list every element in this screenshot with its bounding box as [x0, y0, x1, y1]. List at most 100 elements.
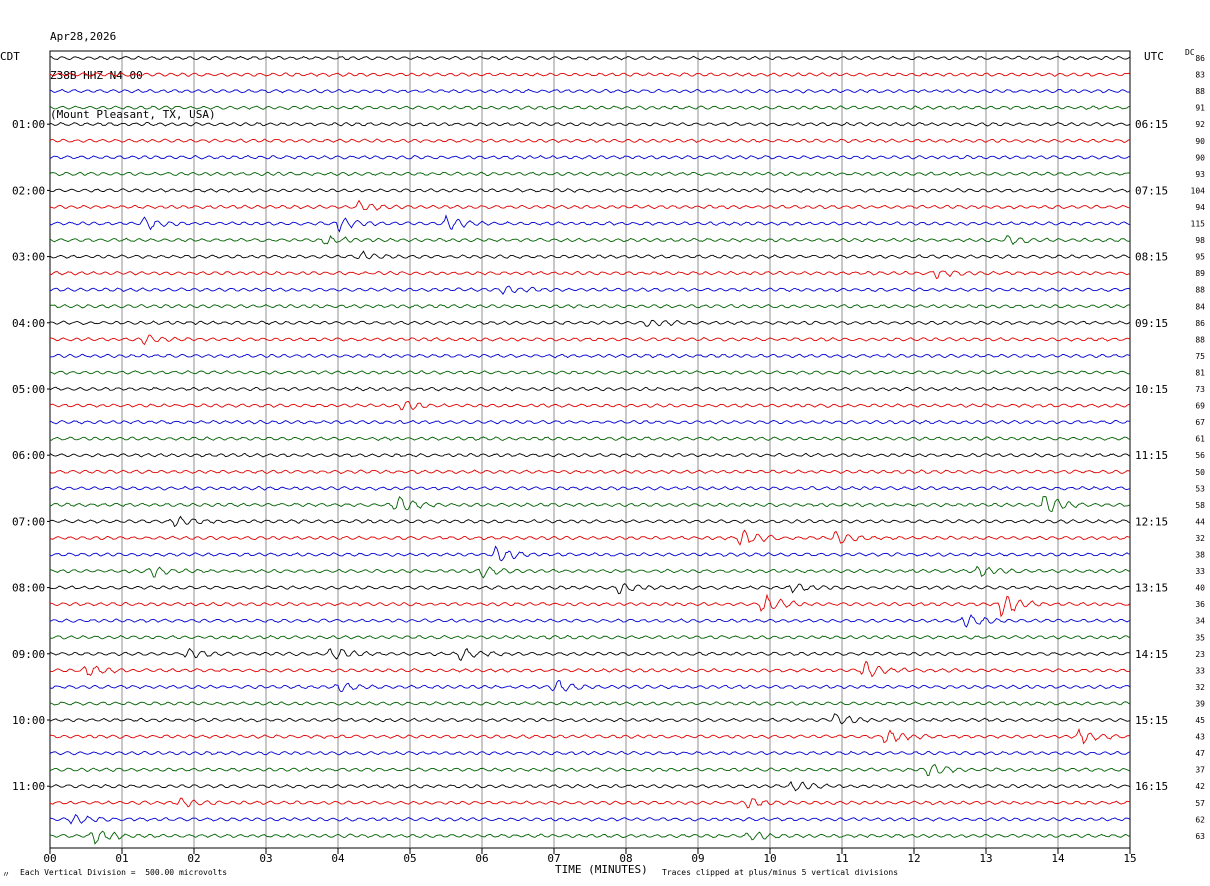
trace-line-45 [49, 797, 1131, 809]
x-tick-label: 08 [619, 852, 632, 865]
trace-line-23 [49, 436, 1131, 441]
right-timezone-label: UTC [1144, 50, 1164, 63]
dc-offset-value: 86 [1195, 54, 1205, 63]
trace-line-30 [49, 545, 1131, 562]
plot-frame [49, 50, 1131, 849]
dc-offset-value: 36 [1195, 600, 1205, 609]
clip-note: Traces clipped at plus/minus 5 vertical … [662, 868, 899, 877]
dc-offset-value: 56 [1195, 451, 1205, 460]
trace-line-4 [49, 121, 1131, 127]
trace-line-40 [49, 713, 1131, 725]
dc-offset-value: 35 [1195, 633, 1205, 642]
dc-offset-value: 57 [1195, 799, 1205, 808]
x-tick-label: 06 [475, 852, 488, 865]
trace-line-1 [49, 72, 1131, 77]
dc-offset-value: 93 [1195, 170, 1205, 179]
trace-line-17 [49, 334, 1131, 346]
dc-offset-value: 33 [1195, 666, 1205, 675]
time-labels: 01:00 02:00 03:00 04:00 05:00 06:00 07:00 08:00… [12, 118, 1168, 793]
x-tick-label: 05 [403, 852, 416, 865]
right-time-label: 09:15 [1135, 317, 1168, 330]
dc-offset-value: 34 [1195, 617, 1205, 626]
trace-line-36 [49, 647, 1131, 662]
left-time-label: 08:00 [12, 582, 45, 595]
dc-offset-value: 32 [1195, 534, 1205, 543]
header-location: (Mount Pleasant, TX, USA) [50, 108, 216, 121]
dc-offset-value: 90 [1195, 137, 1205, 146]
trace-line-47 [49, 830, 1131, 845]
dc-offset-value: 58 [1195, 501, 1205, 510]
dc-offset-value: 95 [1195, 253, 1205, 262]
dc-offset-labels: 86 83 88 91 92 90 90 93 104 94 115 98 95 89 88 84 86 88 75… [1191, 54, 1206, 841]
x-tick-label: 04 [331, 852, 345, 865]
x-tick-label: 00 [43, 852, 56, 865]
left-time-label: 10:00 [12, 714, 45, 727]
trace-line-41 [49, 728, 1131, 745]
x-tick-label: 13 [979, 852, 992, 865]
trace-line-2 [49, 88, 1131, 94]
dc-offset-value: 47 [1195, 749, 1205, 758]
trace-line-32 [49, 583, 1131, 595]
trace-line-0 [49, 55, 1131, 61]
trace-line-46 [49, 814, 1131, 825]
left-time-label: 02:00 [12, 184, 45, 197]
trace-line-5 [49, 138, 1131, 144]
dc-offset-value: 63 [1195, 832, 1205, 841]
plot-grid [49, 50, 1131, 849]
scale-note: Each Vertical Division = 500.00 microvol… [20, 868, 228, 877]
x-axis-title: TIME (MINUTES) [555, 863, 648, 876]
dc-offset-value: 40 [1195, 584, 1205, 593]
x-tick-label: 03 [259, 852, 272, 865]
trace-line-39 [49, 701, 1131, 706]
x-tick-label: 14 [1051, 852, 1065, 865]
left-time-label: 04:00 [12, 317, 45, 330]
dc-offset-value: 83 [1195, 71, 1205, 80]
right-time-label: 14:15 [1135, 648, 1168, 661]
trace-line-11 [49, 234, 1131, 246]
trace-line-8 [49, 188, 1131, 193]
header-date: Apr28,2026 [50, 30, 117, 43]
dc-offset-value: 88 [1195, 335, 1205, 344]
dc-offset-value: 81 [1195, 368, 1205, 377]
right-time-label: 15:15 [1135, 714, 1168, 727]
dc-offset-value: 88 [1195, 286, 1205, 295]
trace-line-21 [49, 400, 1131, 411]
dc-offset-value: 92 [1195, 120, 1205, 129]
left-time-label: 09:00 [12, 648, 45, 661]
dc-offset-value: 91 [1195, 104, 1205, 113]
dc-offset-value: 84 [1195, 302, 1205, 311]
trace-line-7 [49, 171, 1131, 177]
trace-line-14 [49, 285, 1131, 295]
trace-line-35 [49, 634, 1131, 640]
right-time-label: 16:15 [1135, 780, 1168, 793]
x-tick-label: 02 [187, 852, 200, 865]
trace-line-33 [49, 593, 1131, 618]
x-tick-label: 07 [547, 852, 560, 865]
dc-offset-value: 94 [1195, 203, 1205, 212]
trace-line-24 [49, 452, 1131, 458]
x-tick-label: 11 [835, 852, 848, 865]
dc-offset-value: 75 [1195, 352, 1205, 361]
dc-offset-value: 42 [1195, 782, 1205, 791]
left-time-label: 06:00 [12, 449, 45, 462]
trace-line-13 [49, 270, 1131, 280]
left-timezone-label: CDT [0, 50, 20, 63]
trace-line-42 [49, 750, 1131, 756]
dc-offset-value: 23 [1195, 650, 1205, 659]
seismic-traces [49, 55, 1131, 845]
right-time-label: 08:15 [1135, 251, 1168, 264]
trace-line-38 [49, 680, 1131, 693]
trace-line-34 [49, 614, 1131, 628]
footer-mark: 〃 [2, 870, 10, 879]
x-tick-label: 10 [763, 852, 776, 865]
trace-line-10 [49, 214, 1131, 233]
right-time-label: 11:15 [1135, 449, 1168, 462]
trace-line-9 [49, 199, 1131, 211]
dc-offset-value: 90 [1195, 153, 1205, 162]
dc-offset-value: 38 [1195, 551, 1205, 560]
dc-offset-value: 43 [1195, 733, 1205, 742]
trace-line-44 [49, 780, 1131, 792]
x-tick-label: 15 [1123, 852, 1136, 865]
trace-line-22 [49, 419, 1131, 425]
